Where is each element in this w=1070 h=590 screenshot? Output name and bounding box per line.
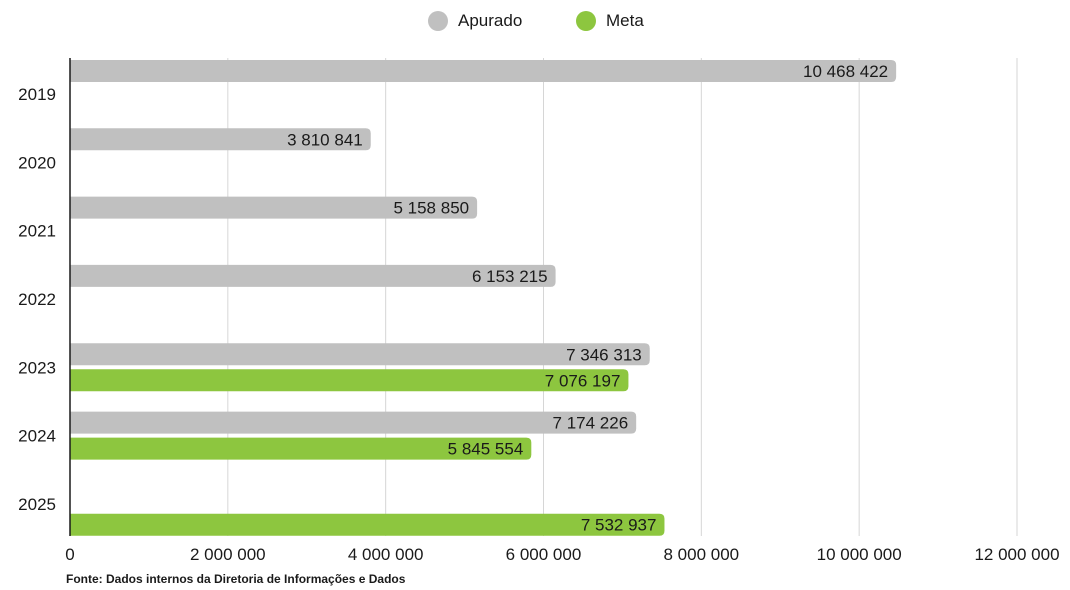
y-tick-label-2020: 2020 [18, 153, 56, 172]
bar-apurado-2023 [70, 343, 650, 366]
legend-item-apurado: Apurado [428, 8, 522, 34]
bar-apurado-2022 [70, 264, 556, 287]
bar-meta-2023 [70, 369, 629, 392]
bar-apurado-2020 [70, 128, 371, 151]
legend-label-meta: Meta [606, 11, 644, 30]
legend-item-meta: Meta [576, 8, 644, 34]
legend-swatch-apurado [428, 11, 448, 31]
legend-swatch-meta [576, 11, 596, 31]
data-label-apurado-2020: 3 810 841 [287, 130, 363, 149]
data-label-meta-2024: 5 845 554 [448, 440, 524, 459]
bar-apurado-2019 [70, 60, 897, 82]
data-label-apurado-2019: 10 468 422 [803, 62, 888, 81]
y-tick-label-2021: 2021 [18, 222, 56, 241]
data-label-meta-2023: 7 076 197 [545, 371, 621, 390]
legend-label-apurado: Apurado [458, 11, 523, 30]
bar-meta-2024 [70, 437, 532, 460]
legend: Apurado Meta [0, 8, 1070, 34]
data-label-apurado-2022: 6 153 215 [472, 267, 548, 286]
x-tick-label-5: 10 000 000 [817, 545, 902, 564]
data-label-apurado-2023: 7 346 313 [566, 345, 642, 364]
x-tick-label-6: 12 000 000 [974, 545, 1059, 564]
y-tick-label-2023: 2023 [18, 358, 56, 377]
y-tick-label-2019: 2019 [18, 85, 56, 104]
x-tick-label-2: 4 000 000 [348, 545, 424, 564]
source-note: Fonte: Dados internos da Diretoria de In… [66, 572, 406, 586]
x-tick-label-0: 0 [65, 545, 74, 564]
x-tick-label-1: 2 000 000 [190, 545, 266, 564]
data-label-meta-2025: 7 532 937 [581, 516, 657, 535]
y-tick-label-2024: 2024 [18, 427, 56, 446]
y-tick-label-2025: 2025 [18, 495, 56, 514]
bar-apurado-2024 [70, 411, 637, 434]
data-label-apurado-2024: 7 174 226 [553, 414, 629, 433]
x-tick-label-4: 8 000 000 [664, 545, 740, 564]
y-tick-label-2022: 2022 [18, 290, 56, 309]
data-label-apurado-2021: 5 158 850 [393, 199, 469, 218]
bar-apurado-2021 [70, 196, 478, 219]
x-tick-label-3: 6 000 000 [506, 545, 582, 564]
bar-meta-2025 [70, 513, 665, 536]
